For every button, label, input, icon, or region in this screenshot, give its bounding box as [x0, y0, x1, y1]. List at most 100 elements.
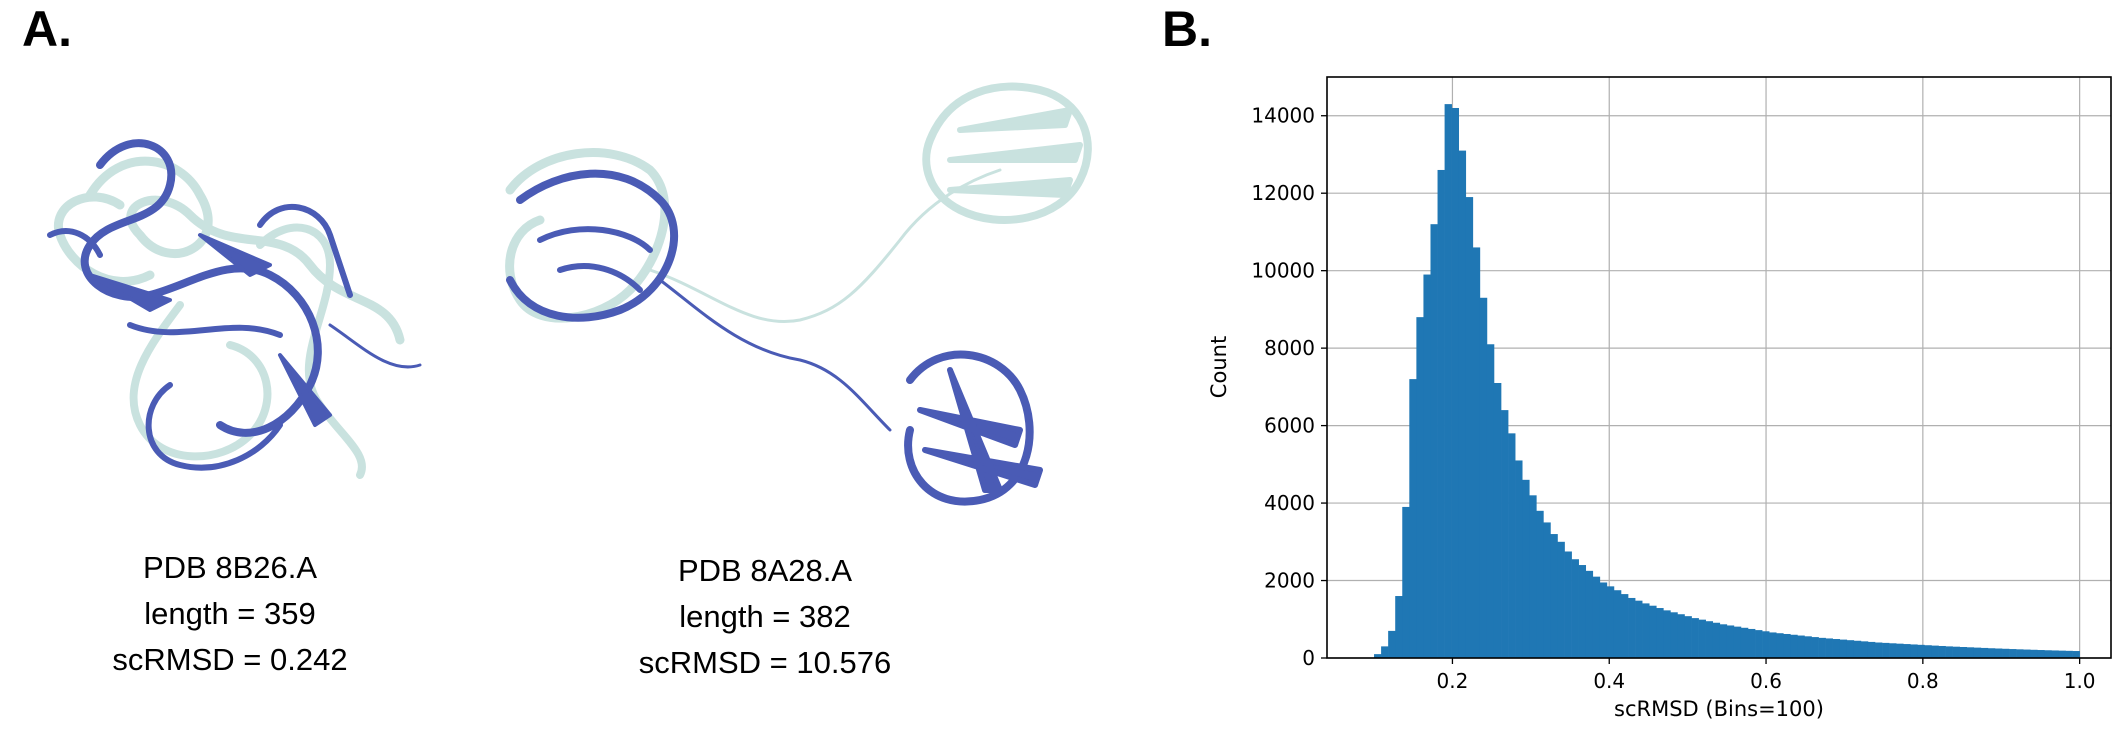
- x-axis-ticks: 0.2 0.4 0.6 0.8 1.0: [1437, 658, 2096, 693]
- length-label: length = 359: [144, 596, 316, 631]
- histogram-bar: [1409, 379, 1417, 658]
- histogram-bar: [1486, 344, 1495, 658]
- histogram-bar: [1395, 596, 1403, 658]
- histogram-bar: [1853, 640, 1862, 658]
- histogram-bar: [1952, 646, 1960, 658]
- histogram-bar: [1444, 104, 1452, 658]
- histogram-bar: [1804, 636, 1812, 658]
- histogram-bar: [1529, 495, 1537, 658]
- histogram-bar: [1515, 460, 1523, 658]
- histogram-bar: [1416, 317, 1424, 658]
- panel-a-label: A.: [22, 1, 72, 57]
- histogram-bar: [1980, 647, 1989, 658]
- histogram-bar: [1832, 639, 1841, 658]
- histogram-bar: [1867, 641, 1876, 658]
- x-tick-label: 0.2: [1437, 669, 1469, 693]
- histogram-bar: [1945, 646, 1953, 658]
- histogram-bar: [1402, 506, 1410, 658]
- histogram-bar: [1635, 600, 1643, 658]
- x-tick-label: 0.8: [1907, 669, 1939, 693]
- y-tick-label: 6000: [1264, 414, 1315, 438]
- histogram-bar: [1621, 594, 1629, 658]
- plot-frame: [1326, 76, 2112, 659]
- histogram-bar: [1769, 632, 1777, 658]
- histogram-bar: [1719, 624, 1728, 658]
- histogram-bar: [2072, 651, 2080, 658]
- histogram-bar: [1712, 622, 1721, 658]
- histogram-bar: [1846, 640, 1855, 658]
- histogram-bar: [1501, 410, 1509, 658]
- histogram-bar: [1585, 570, 1594, 658]
- scrmsd-label: scRMSD = 10.576: [638, 645, 892, 680]
- structure-caption-1: PDB 8B26.A length = 359 scRMSD = 0.242: [60, 545, 400, 683]
- y-tick-label: 4000: [1264, 491, 1315, 515]
- histogram-bar: [1691, 618, 1699, 658]
- histogram-bar: [1811, 637, 1819, 658]
- histogram-bar: [1451, 107, 1460, 658]
- histogram-bar: [1748, 628, 1756, 658]
- histogram-bars: [1374, 104, 2080, 659]
- y-tick-label: 10000: [1251, 259, 1315, 283]
- histogram-bar: [1550, 534, 1558, 658]
- histogram-bar: [1917, 644, 1925, 658]
- y-tick-label: 12000: [1251, 181, 1315, 205]
- histogram-bar: [2058, 650, 2066, 658]
- y-axis-ticks: 0 2000 4000 6000 8000 10000 12000 14000: [1251, 104, 1327, 670]
- x-tick-label: 0.4: [1593, 669, 1625, 693]
- pdb-id-label: PDB 8B26.A: [142, 550, 318, 585]
- y-tick-label: 2000: [1264, 569, 1315, 593]
- histogram-bar: [2065, 650, 2073, 658]
- histogram-bar: [1783, 633, 1791, 658]
- histogram-bar: [1564, 551, 1572, 658]
- histogram-bar: [1797, 635, 1805, 658]
- histogram-bar: [1628, 597, 1636, 658]
- histogram-bar: [2002, 648, 2010, 658]
- histogram-bar: [1973, 647, 1982, 658]
- y-tick-label: 0: [1302, 646, 1315, 670]
- histogram-bar: [1430, 224, 1438, 659]
- histogram-bar: [1966, 647, 1975, 658]
- histogram-bar: [1663, 610, 1671, 658]
- histogram-bar: [1726, 625, 1735, 658]
- histogram-bar: [1825, 638, 1833, 658]
- histogram-bar: [1508, 433, 1516, 658]
- histogram-bar: [1522, 479, 1530, 658]
- histogram-bar: [1776, 633, 1784, 658]
- histogram-bar: [1903, 644, 1911, 658]
- scrmsd-label: scRMSD = 0.242: [112, 642, 348, 677]
- histogram-bar: [1543, 522, 1551, 658]
- x-tick-label: 0.6: [1750, 669, 1782, 693]
- histogram-bar: [1818, 637, 1826, 658]
- histogram-bar: [1656, 608, 1664, 658]
- histogram-bar: [1613, 590, 1622, 658]
- histogram-bar: [1381, 646, 1389, 658]
- histogram-bar: [1642, 603, 1650, 658]
- structure-caption-2: PDB 8A28.A length = 382 scRMSD = 10.576: [590, 548, 940, 686]
- y-tick-label: 8000: [1264, 336, 1315, 360]
- histogram-bar: [1557, 541, 1565, 658]
- histogram-bar: [1959, 646, 1968, 658]
- histogram-bar: [1882, 642, 1890, 658]
- length-label: length = 382: [679, 599, 851, 634]
- histogram-bar: [1896, 643, 1904, 658]
- x-tick-label: 1.0: [2064, 669, 2096, 693]
- histogram-bar: [2016, 649, 2024, 658]
- histogram-bar: [1931, 645, 1939, 658]
- histogram-bar: [1889, 643, 1897, 658]
- histogram-bar: [1479, 297, 1488, 658]
- histogram-bar: [2051, 650, 2059, 658]
- histogram-bar: [1493, 382, 1502, 658]
- histogram-bar: [2009, 649, 2017, 658]
- histogram-bar: [1705, 621, 1714, 658]
- histogram-bar: [1472, 247, 1481, 658]
- scrmsd-histogram-chart: 0.2 0.4 0.6 0.8 1.0 0 2000 4000 6000 8000 10000 12…: [1207, 76, 2112, 721]
- histogram-bar: [1649, 605, 1657, 658]
- protein-structure-8a28-image: [505, 82, 1092, 506]
- histogram-bar: [1987, 648, 1996, 658]
- histogram-bar: [1465, 197, 1474, 658]
- histogram-bar: [1571, 559, 1579, 658]
- histogram-bar: [1578, 565, 1587, 658]
- histogram-bar: [1860, 641, 1869, 658]
- histogram-bar: [1924, 645, 1932, 658]
- histogram-bar: [1790, 634, 1798, 658]
